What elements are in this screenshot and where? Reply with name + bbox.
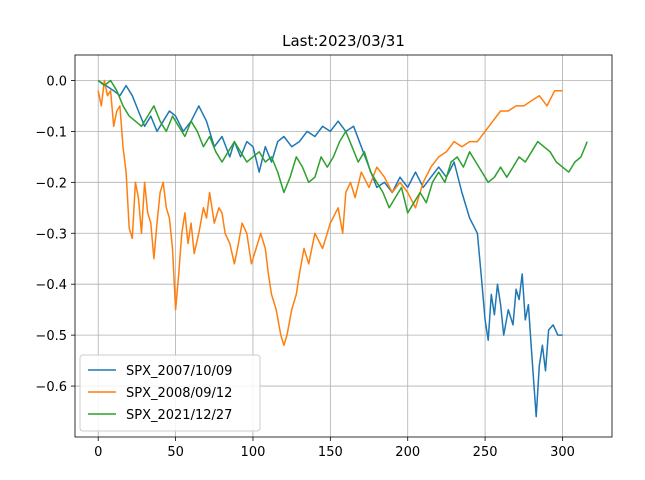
- x-tick-label: 300: [550, 445, 575, 460]
- y-tick-label: −0.2: [35, 176, 67, 191]
- series-line-3: [97, 79, 588, 214]
- y-tick-label: −0.6: [35, 380, 67, 395]
- series-lines: [97, 79, 588, 418]
- plot-frame: [74, 54, 613, 438]
- y-tick-label: −0.5: [35, 329, 67, 344]
- x-tick-label: 250: [473, 445, 498, 460]
- grid: [75, 55, 612, 437]
- x-tick-label: 50: [167, 445, 184, 460]
- legend-label-3: SPX_2021/12/27: [126, 408, 232, 423]
- legend-label-1: SPX_2007/10/09: [126, 364, 232, 379]
- chart-title: Last:2023/03/31: [282, 32, 405, 50]
- x-tick-label: 150: [318, 445, 343, 460]
- legend-box: [79, 354, 261, 432]
- y-tick-label: −0.4: [35, 278, 67, 293]
- series-line-2: [97, 79, 563, 347]
- x-tick-label: 0: [94, 445, 102, 460]
- axis-ticks: 0 50 100 150 200 250 300 0.0 −0.1 −0.2 −0.3 −0.4 −0.…: [35, 74, 574, 460]
- x-tick-label: 100: [241, 445, 266, 460]
- legend: SPX_2007/10/09 SPX_2008/09/12 SPX_2021/12/…: [79, 354, 261, 432]
- series-line-1: [97, 79, 563, 418]
- y-tick-label: −0.1: [35, 125, 67, 140]
- legend-label-2: SPX_2008/09/12: [126, 386, 232, 401]
- y-tick-label: −0.3: [35, 227, 67, 242]
- y-tick-label: 0.0: [46, 74, 67, 89]
- x-tick-label: 200: [395, 445, 420, 460]
